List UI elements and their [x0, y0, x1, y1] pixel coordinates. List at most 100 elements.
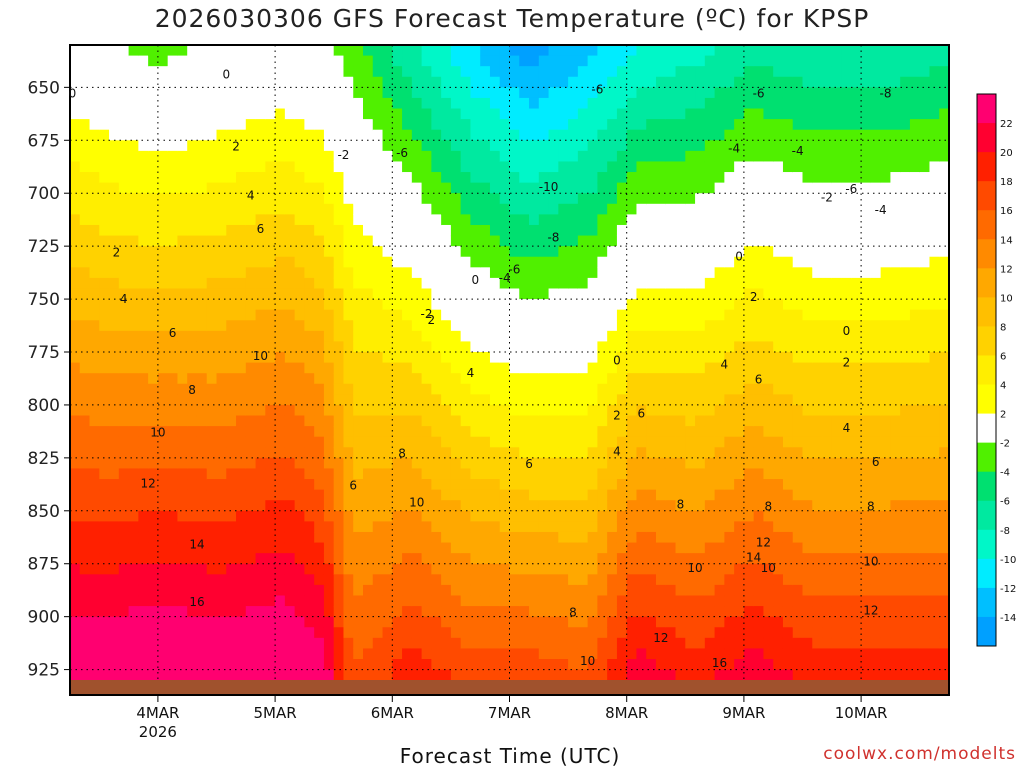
- field-cell: [538, 648, 550, 660]
- field-cell: [109, 87, 120, 99]
- field-cell: [831, 161, 843, 173]
- field-cell: [470, 574, 481, 586]
- field-cell: [665, 87, 677, 99]
- field-cell: [597, 45, 608, 57]
- field-cell: [587, 563, 598, 575]
- field-cell: [157, 140, 169, 152]
- field-cell: [616, 182, 628, 194]
- field-cell: [792, 510, 804, 522]
- field-cell: [450, 627, 462, 639]
- field-cell: [470, 150, 481, 163]
- field-cell: [753, 277, 765, 290]
- field-cell: [177, 119, 188, 131]
- field-cell: [734, 447, 745, 459]
- field-cell: [118, 193, 130, 205]
- field-cell: [382, 648, 393, 660]
- field-cell: [138, 648, 149, 660]
- field-cell: [519, 659, 530, 671]
- field-cell: [597, 584, 608, 597]
- field-cell: [763, 648, 774, 660]
- field-cell: [646, 76, 657, 88]
- field-cell: [626, 468, 638, 480]
- field-cell: [587, 97, 598, 110]
- field-cell: [421, 648, 432, 660]
- field-cell: [636, 362, 647, 374]
- field-cell: [138, 616, 149, 628]
- field-cell: [226, 468, 237, 480]
- field-cell: [773, 574, 784, 586]
- field-cell: [206, 563, 218, 575]
- field-cell: [734, 457, 745, 470]
- field-cell: [89, 627, 100, 639]
- field-cell: [577, 235, 589, 247]
- field-cell: [538, 510, 550, 522]
- field-cell: [616, 224, 628, 237]
- field-cell: [812, 648, 823, 660]
- field-cell: [245, 574, 257, 586]
- field-cell: [314, 341, 325, 353]
- field-cell: [343, 172, 354, 184]
- field-cell: [636, 637, 647, 650]
- field-cell: [255, 404, 266, 417]
- field-cell: [822, 140, 833, 152]
- field-cell: [792, 309, 804, 321]
- field-cell: [734, 394, 745, 406]
- field-cell: [577, 87, 589, 99]
- field-cell: [656, 404, 667, 417]
- field-cell: [392, 531, 403, 544]
- field-cell: [460, 97, 472, 110]
- field-cell: [363, 383, 374, 395]
- field-cell: [743, 66, 755, 78]
- field-cell: [548, 447, 559, 459]
- field-cell: [245, 404, 257, 417]
- field-cell: [782, 119, 794, 131]
- field-cell: [157, 404, 169, 417]
- field-cell: [743, 224, 755, 237]
- field-cell: [675, 193, 686, 205]
- field-cell: [79, 87, 91, 99]
- field-cell: [577, 542, 589, 554]
- field-cell: [577, 659, 589, 671]
- field-cell: [265, 426, 276, 438]
- field-cell: [226, 627, 237, 639]
- field-cell: [157, 426, 169, 438]
- field-cell: [245, 468, 257, 480]
- field-cell: [157, 224, 169, 237]
- field-cell: [626, 87, 638, 99]
- field-cell: [431, 574, 442, 586]
- field-cell: [109, 521, 120, 533]
- field-cell: [450, 394, 462, 406]
- field-cell: [187, 246, 198, 258]
- field-cell: [89, 108, 100, 120]
- field-cell: [323, 87, 335, 99]
- field-cell: [597, 193, 608, 205]
- field-cell: [333, 320, 345, 332]
- field-cell: [782, 436, 794, 448]
- field-cell: [480, 404, 491, 417]
- field-cell: [460, 108, 472, 120]
- field-cell: [480, 129, 491, 141]
- field-cell: [460, 203, 472, 215]
- field-cell: [206, 129, 218, 141]
- field-cell: [743, 320, 755, 332]
- field-cell: [822, 627, 833, 639]
- field-cell: [568, 436, 579, 448]
- field-cell: [89, 584, 100, 597]
- field-cell: [587, 224, 598, 237]
- field-cell: [519, 447, 530, 459]
- field-cell: [148, 383, 159, 395]
- field-cell: [304, 553, 315, 565]
- field-cell: [851, 66, 862, 78]
- field-cell: [196, 97, 208, 110]
- field-cell: [431, 341, 442, 353]
- field-cell: [196, 606, 208, 618]
- field-cell: [792, 341, 804, 353]
- field-cell: [99, 542, 110, 554]
- field-cell: [480, 309, 491, 321]
- field-cell: [363, 373, 374, 385]
- field-cell: [558, 616, 569, 628]
- field-cell: [656, 108, 667, 120]
- field-cell: [489, 553, 501, 565]
- field-cell: [196, 500, 208, 512]
